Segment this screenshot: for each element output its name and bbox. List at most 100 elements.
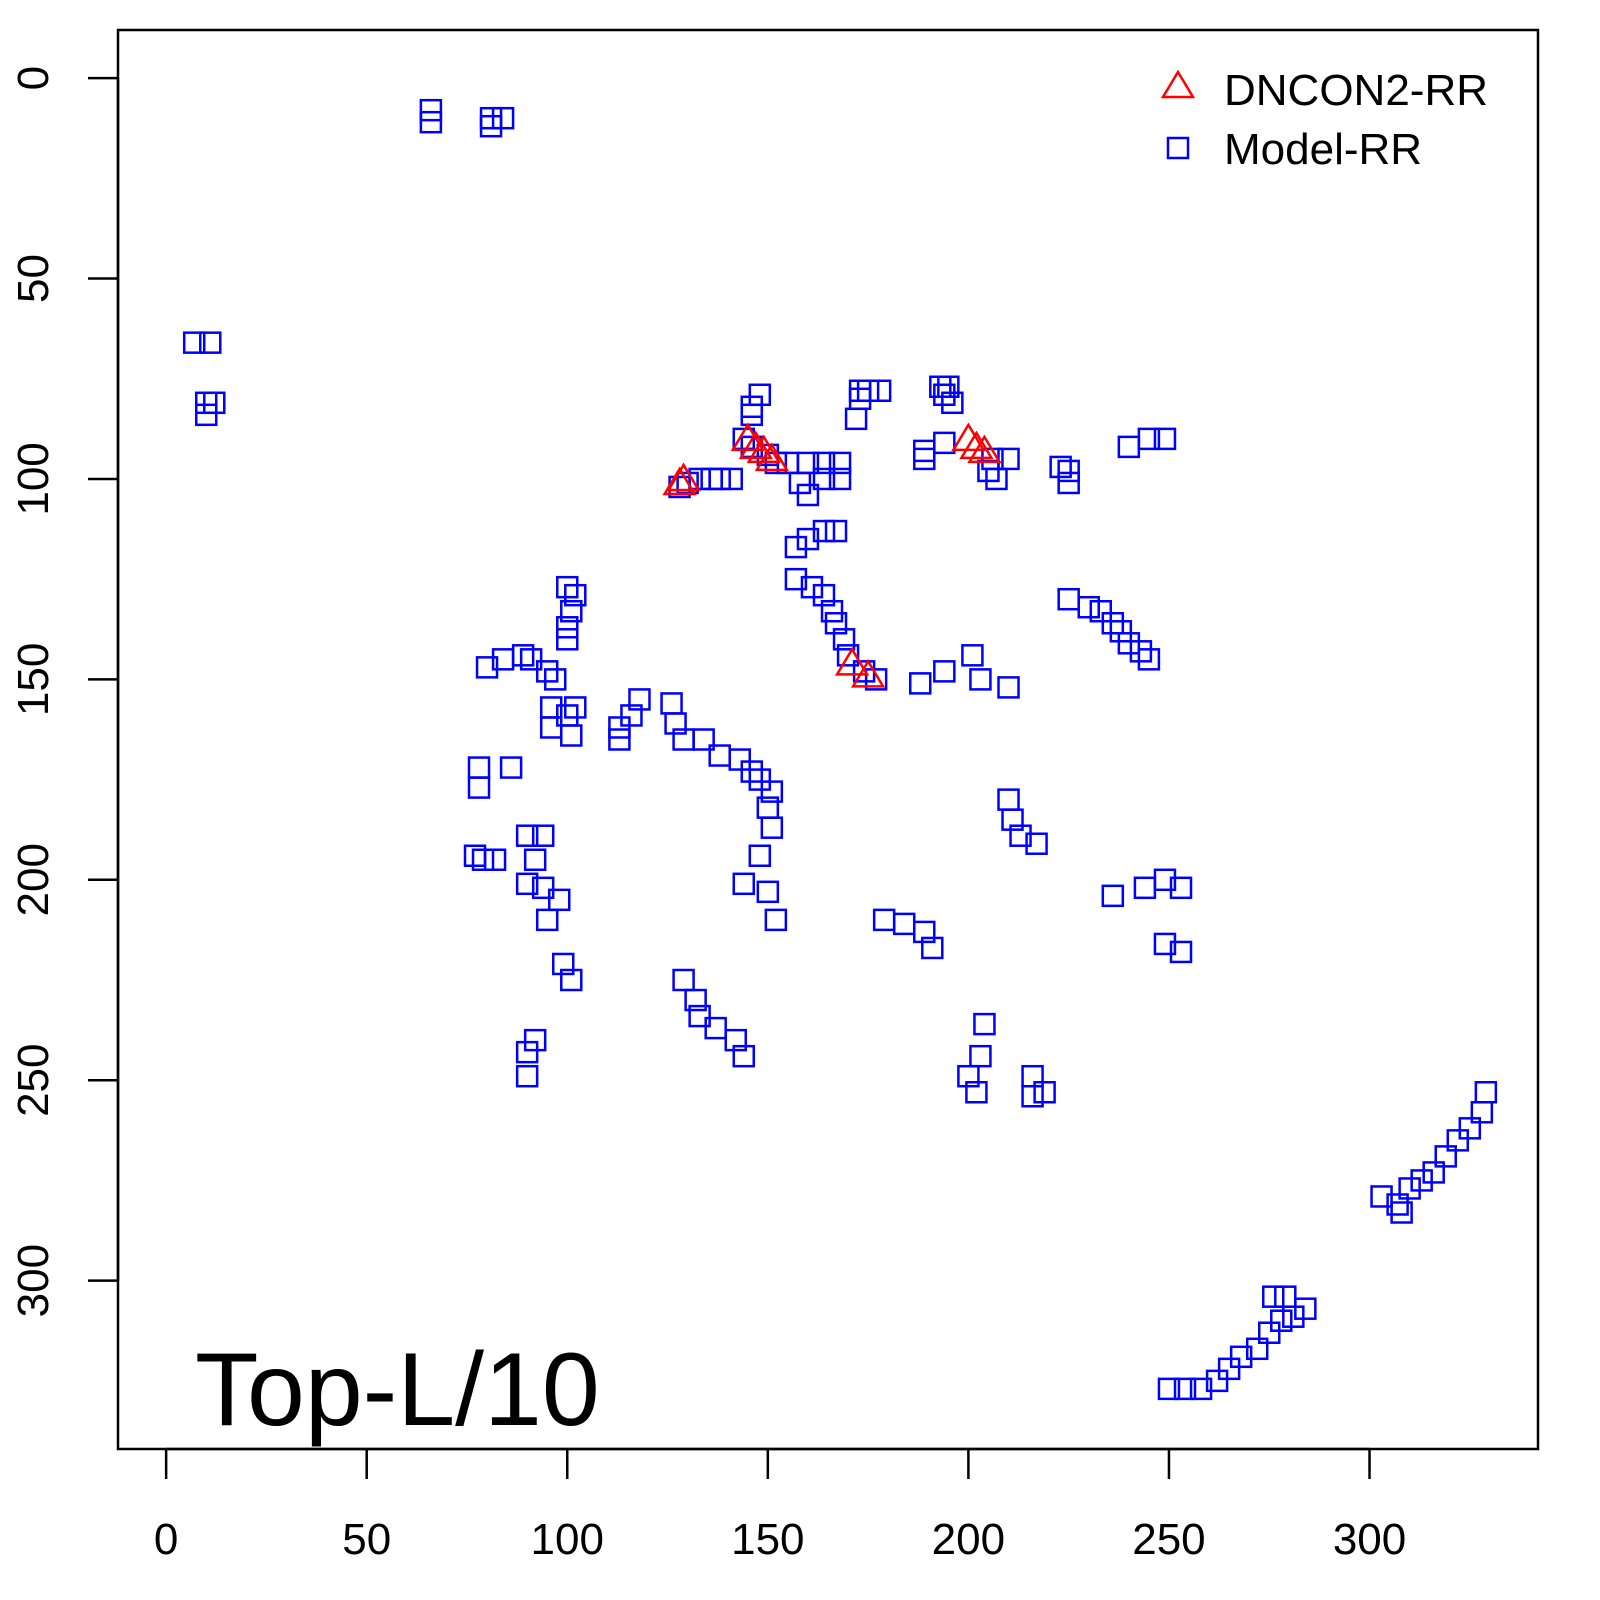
x-tick-label: 150 [731,1515,804,1564]
model-rr-point [965,1080,988,1104]
model-rr-point [748,844,772,867]
model-rr-point [1025,832,1048,855]
model-rr-point [684,988,707,1012]
model-rr-point [560,724,583,747]
model-rr-point [620,704,643,727]
model-rr-point [921,936,944,960]
x-tick-label: 300 [1333,1515,1406,1564]
model-rr-point [660,692,683,715]
model-rr-point [732,1044,756,1068]
model-rr-point [467,776,491,799]
model-rr-point [552,952,575,976]
model-rr-point [1057,471,1080,495]
model-rr-point [796,483,820,507]
model-rr-point [913,447,936,471]
model-rr-point [419,98,443,122]
model-rr-point [1217,1357,1241,1381]
model-rr-point [543,668,567,691]
model-rr-point [1173,1377,1197,1401]
model-rr-point [828,467,852,491]
model-rr-point [969,668,992,691]
y-tick-label: 200 [9,843,58,916]
model-rr-point [704,1016,727,1040]
model-rr-point [933,660,956,683]
model-rr-point [760,780,784,803]
dncon2-rr-point [730,422,765,452]
model-rr-point [732,872,756,896]
model-rr-point [523,1028,547,1052]
model-rr-point [483,848,507,872]
x-tick-label: 100 [531,1515,604,1564]
model-rr-point [828,451,852,475]
model-rr-point [740,760,764,783]
model-rr-point [856,379,880,403]
model-rr-point [1274,1285,1297,1308]
model-rr-point [760,816,784,839]
dncon2-rr-point [834,646,870,676]
y-tick-label: 50 [9,254,58,303]
model-rr-point [1386,1193,1409,1216]
model-rr-point [1157,1377,1181,1401]
model-rr-point [864,668,888,691]
model-rr-point [1153,427,1177,451]
model-rr-point [824,612,848,635]
model-rr-point [1049,455,1072,479]
model-rr-point [832,628,856,651]
model-rr-point [1137,427,1161,451]
model-rr-point [1153,932,1177,956]
model-rr-point [764,908,788,932]
model-rr-point [194,391,218,415]
y-tick-label: 150 [9,643,58,716]
x-axis: 0 50 100 150 200 250 300 [154,1447,1406,1564]
model-rr-point [909,672,932,695]
model-rr-point [628,688,651,711]
model-rr-point [740,403,764,427]
model-rr-point [892,912,916,936]
model-rr-point [511,644,535,667]
dncon2-rr-point [850,658,886,688]
dncon2-rr-point [738,430,774,460]
model-rr-point [1133,876,1157,900]
model-rr-point [708,467,731,491]
model-rr-point [1101,884,1125,908]
model-rr-point [556,704,579,727]
model-rr-point [941,391,964,415]
model-rr-point [812,451,836,475]
model-rr-point [812,467,836,491]
model-rr-point [796,527,820,551]
model-rr-point [535,660,559,683]
model-rr-point [419,110,443,134]
model-rr-point [957,1064,980,1088]
x-tick-label: 250 [1132,1515,1205,1564]
model-rr-point [1434,1145,1457,1168]
legend-triangle-icon [1160,69,1196,99]
y-tick-label: 250 [9,1044,58,1117]
model-rr-point [1189,1377,1213,1401]
model-rr-point [560,599,583,623]
model-rr-point [515,872,539,896]
model-rr-point [1446,1129,1470,1152]
model-rr-point [531,876,555,900]
model-rr-point [844,407,868,431]
dncon2-rr-point [746,434,782,464]
model-rr-point [564,696,587,719]
legend-square-icon [1166,136,1190,160]
model-rr-point [1137,648,1161,671]
model-rr-point [933,431,956,455]
model-rr-point [1169,940,1193,964]
model-rr-point [913,439,936,463]
x-tick-label: 200 [932,1515,1005,1564]
model-rr-point [560,968,583,992]
model-rr-point [933,383,956,407]
model-rr-point [1117,435,1141,459]
data-marks [182,98,1498,1401]
model-rr-point [1205,1369,1229,1393]
model-rr-point [868,379,892,403]
model-rr-point [1153,868,1177,892]
model-rr-point [820,599,844,623]
model-rr-point [608,716,631,739]
model-rr-point [800,575,824,599]
chart-annotation: Top-L/10 [195,1332,600,1448]
model-rr-point [1390,1201,1413,1224]
model-rr-point [1474,1080,1498,1104]
